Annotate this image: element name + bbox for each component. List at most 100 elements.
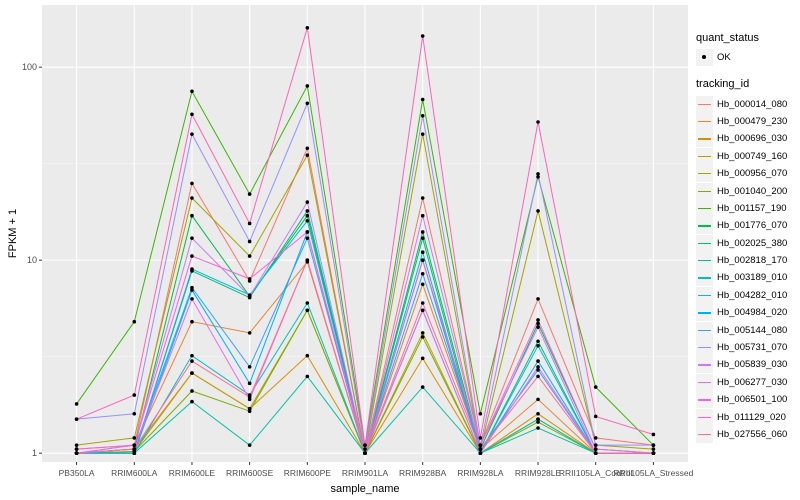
data-point <box>420 230 425 234</box>
data-point <box>593 385 598 389</box>
legend-label: Hb_003189_010 <box>717 272 788 284</box>
data-point <box>247 277 252 281</box>
data-point <box>593 443 598 447</box>
data-point <box>420 97 425 102</box>
line-key-icon <box>696 286 713 304</box>
data-point <box>478 451 483 455</box>
legend-label: Hb_001776_070 <box>717 220 788 232</box>
point-key-icon <box>696 49 713 67</box>
legend: quant_status OK tracking_id Hb_000014_08… <box>696 32 787 443</box>
data-point <box>74 447 79 451</box>
line-key-icon <box>696 426 713 443</box>
legend-label: Hb_011129_020 <box>717 411 786 423</box>
data-point <box>190 389 194 393</box>
x-tick-label: RRIM600PE <box>284 468 332 478</box>
data-point <box>305 301 310 305</box>
legend-entry: Hb_000956_070 <box>696 165 788 183</box>
data-point <box>536 368 540 372</box>
line-key-icon <box>696 165 713 183</box>
color-legend: Hb_000014_080 Hb_000479_230 Hb_000696_030 H… <box>696 95 787 443</box>
data-point <box>132 393 137 397</box>
line-key-icon <box>696 147 713 165</box>
x-axis-label: sample_name <box>330 483 399 495</box>
data-point <box>305 84 310 88</box>
data-point <box>420 335 425 339</box>
data-point <box>305 200 310 204</box>
data-point <box>536 411 540 416</box>
legend-entry: Hb_005839_030 <box>696 356 788 374</box>
data-point <box>190 132 194 136</box>
legend-entry: Hb_001776_070 <box>696 217 788 235</box>
line-key-icon <box>696 373 713 391</box>
legend-entry: Hb_006501_100 <box>696 391 788 409</box>
legend-label: Hb_006501_100 <box>717 394 788 406</box>
data-point <box>420 308 425 313</box>
data-point <box>420 236 425 240</box>
data-point <box>651 447 656 451</box>
data-point <box>420 356 425 361</box>
line-key-icon <box>696 130 713 148</box>
data-point <box>651 432 656 437</box>
legend-label: Hb_004984_020 <box>717 307 788 319</box>
data-point <box>190 112 194 117</box>
x-tick-label: PB350LA <box>59 468 95 478</box>
line-key-icon <box>696 217 713 235</box>
line-key-icon <box>696 321 713 339</box>
legend-label: Hb_005839_030 <box>717 359 788 371</box>
line-key-icon <box>696 304 713 322</box>
data-point <box>363 443 367 447</box>
data-point <box>536 297 540 301</box>
data-point <box>305 101 310 106</box>
data-point <box>478 443 483 447</box>
data-point <box>536 374 540 379</box>
data-point <box>536 325 540 329</box>
data-point <box>536 420 540 424</box>
data-point <box>132 411 137 416</box>
data-point <box>190 319 194 324</box>
data-point <box>190 196 194 200</box>
legend-label: Hb_004282_010 <box>717 289 788 301</box>
data-point <box>74 443 79 447</box>
data-point <box>132 443 137 447</box>
data-point <box>536 417 540 421</box>
data-point <box>132 436 137 440</box>
data-point <box>420 213 425 218</box>
y-tick-label: 1 <box>32 448 37 458</box>
data-point <box>190 359 194 363</box>
data-point <box>420 113 425 118</box>
data-point <box>132 451 137 455</box>
data-point <box>247 406 252 411</box>
legend-entry: Hb_000749_160 <box>696 147 787 165</box>
legend-label: Hb_000956_070 <box>717 168 788 180</box>
legend-entry: Hb_002025_380 <box>696 234 787 252</box>
shape-legend-entry: OK <box>696 49 787 67</box>
data-point <box>536 318 540 322</box>
data-point <box>651 443 656 447</box>
data-point <box>420 132 425 136</box>
line-key-icon <box>696 339 713 357</box>
line-key-icon <box>696 356 713 374</box>
y-tick-label: 100 <box>22 62 37 72</box>
line-key-icon <box>696 252 713 270</box>
shape-legend-title: quant_status <box>696 32 759 44</box>
data-point <box>420 301 425 305</box>
legend-entry: Hb_003189_010 <box>696 269 788 287</box>
data-point <box>420 258 425 262</box>
data-point <box>247 409 252 413</box>
data-point <box>593 451 598 455</box>
color-legend-title: tracking_id <box>696 78 750 91</box>
x-tick-label: RRII105LA_Stressed <box>613 468 693 478</box>
legend-label: Hb_005144_080 <box>717 324 788 336</box>
data-point <box>420 271 425 276</box>
data-point <box>420 250 425 254</box>
data-point <box>305 353 310 358</box>
legend-entry: Hb_004984_020 <box>696 304 788 322</box>
data-point <box>305 209 310 213</box>
data-point <box>420 331 425 335</box>
data-point <box>536 172 540 176</box>
legend-label: Hb_000696_030 <box>717 133 788 145</box>
line-key-icon <box>696 182 713 200</box>
y-tick-label: 10 <box>27 255 37 265</box>
line-key-icon <box>696 391 713 409</box>
